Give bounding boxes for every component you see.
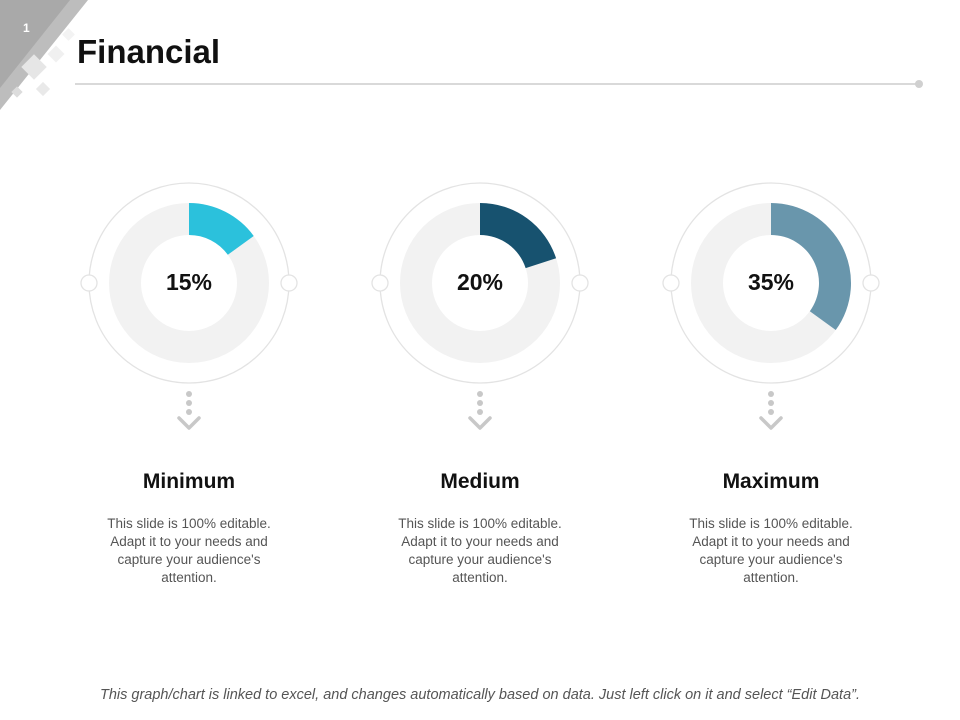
donut-chart-maximum[interactable]: 35% — [658, 180, 884, 386]
title-divider-dot — [915, 80, 923, 88]
donut-svg: 35% — [662, 182, 880, 384]
slide-number: 1 — [23, 21, 30, 35]
ring-node-left — [371, 274, 389, 292]
column-maximum: Maximum This slide is 100% editable. Ada… — [671, 470, 871, 587]
column-heading[interactable]: Medium — [440, 470, 520, 493]
column-minimum: Minimum This slide is 100% editable. Ada… — [89, 470, 289, 587]
page-title[interactable]: Financial — [77, 33, 221, 70]
donut-value-label: 15% — [166, 269, 212, 295]
donut-slice-minimum — [189, 203, 254, 255]
column-heading[interactable]: Minimum — [142, 470, 236, 493]
title-divider — [75, 83, 917, 85]
ring-node-left — [662, 274, 680, 292]
donut-svg: 20% — [371, 182, 589, 384]
down-arrow-icon — [759, 391, 783, 430]
column-description[interactable]: This slide is 100% editable. Adapt it to… — [689, 516, 853, 585]
ring-node-left — [80, 274, 98, 292]
column-medium: Medium This slide is 100% editable. Adap… — [380, 470, 580, 587]
down-arrow-icon — [177, 391, 201, 430]
ring-node-right — [571, 274, 589, 292]
donut-svg: 15% — [80, 182, 298, 384]
ring-node-right — [862, 274, 880, 292]
down-arrow-icon — [468, 391, 492, 430]
footer-note[interactable]: This graph/chart is linked to excel, and… — [99, 687, 861, 703]
column-heading[interactable]: Maximum — [722, 470, 820, 493]
donut-slice-medium — [480, 203, 557, 269]
ring-node-right — [280, 274, 298, 292]
corner-decoration — [0, 0, 88, 110]
column-description[interactable]: This slide is 100% editable. Adapt it to… — [107, 516, 271, 585]
donut-chart-minimum[interactable]: 15% — [76, 180, 302, 386]
donut-value-label: 20% — [457, 269, 503, 295]
donut-value-label: 35% — [748, 269, 794, 295]
donut-chart-medium[interactable]: 20% — [367, 180, 593, 386]
donut-slice-maximum — [771, 203, 851, 331]
column-description[interactable]: This slide is 100% editable. Adapt it to… — [398, 516, 562, 585]
